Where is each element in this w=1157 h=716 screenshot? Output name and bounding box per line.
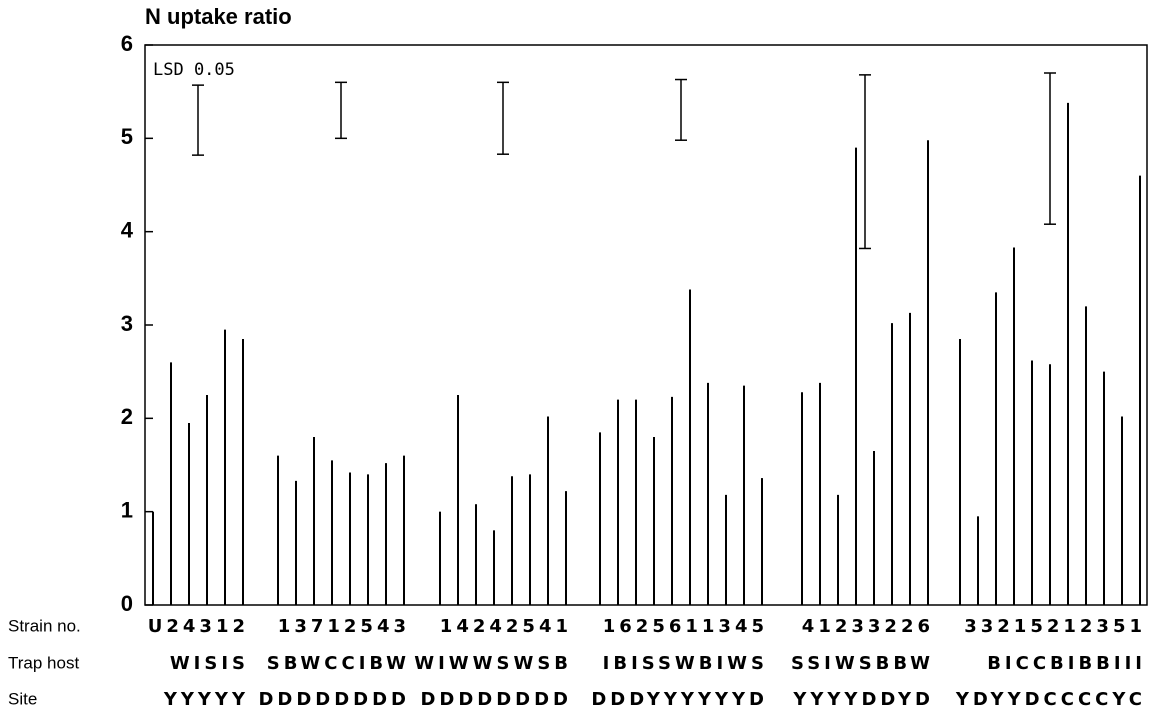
site-codes: YYYYDDYD (792, 689, 934, 710)
strain-codes: 33215212351 (964, 616, 1146, 637)
y-tick-label: 1 (121, 497, 133, 522)
strain-codes: 13712543 (278, 616, 410, 637)
site-codes: DDDYYYYYYD (591, 689, 768, 710)
site-codes: YYYYY (163, 689, 249, 710)
chart: N uptake ratio LSD 0.05 Strain no. Trap … (0, 0, 1157, 711)
trap-host-codes: BICCBIBBIII (987, 653, 1146, 674)
row-label: Trap host (8, 653, 79, 672)
y-tick-label: 2 (121, 404, 133, 429)
site-codes: DDDDDDDD (258, 689, 410, 710)
y-tick-label: 0 (121, 591, 133, 616)
strain-codes: 41233226 (802, 616, 934, 637)
trap-host-codes: IBISSWBIWS (603, 653, 768, 674)
row-label: Strain no. (8, 616, 81, 635)
annotation: LSD 0.05 (153, 60, 235, 80)
y-tick-label: 4 (121, 217, 134, 242)
y-tick-label: 6 (121, 31, 133, 56)
y-axis-label: N uptake ratio (145, 4, 292, 29)
strain-codes: 1625611345 (603, 616, 768, 637)
trap-host-codes: WIWWSWSB (414, 653, 572, 674)
site-codes: DDDDDDDD (420, 689, 572, 710)
strain-codes: 14242541 (440, 616, 572, 637)
y-tick-label: 5 (121, 124, 133, 149)
trap-host-codes: WISIS (170, 653, 249, 674)
trap-host-codes: SBWCCIBW (267, 653, 410, 674)
y-tick-label: 3 (121, 311, 133, 336)
trap-host-codes: SSIWSBBW (791, 653, 934, 674)
site-codes: YDYYDCCCCYC (955, 689, 1146, 710)
row-label: Site (8, 689, 37, 708)
strain-codes: U24312 (148, 616, 249, 637)
